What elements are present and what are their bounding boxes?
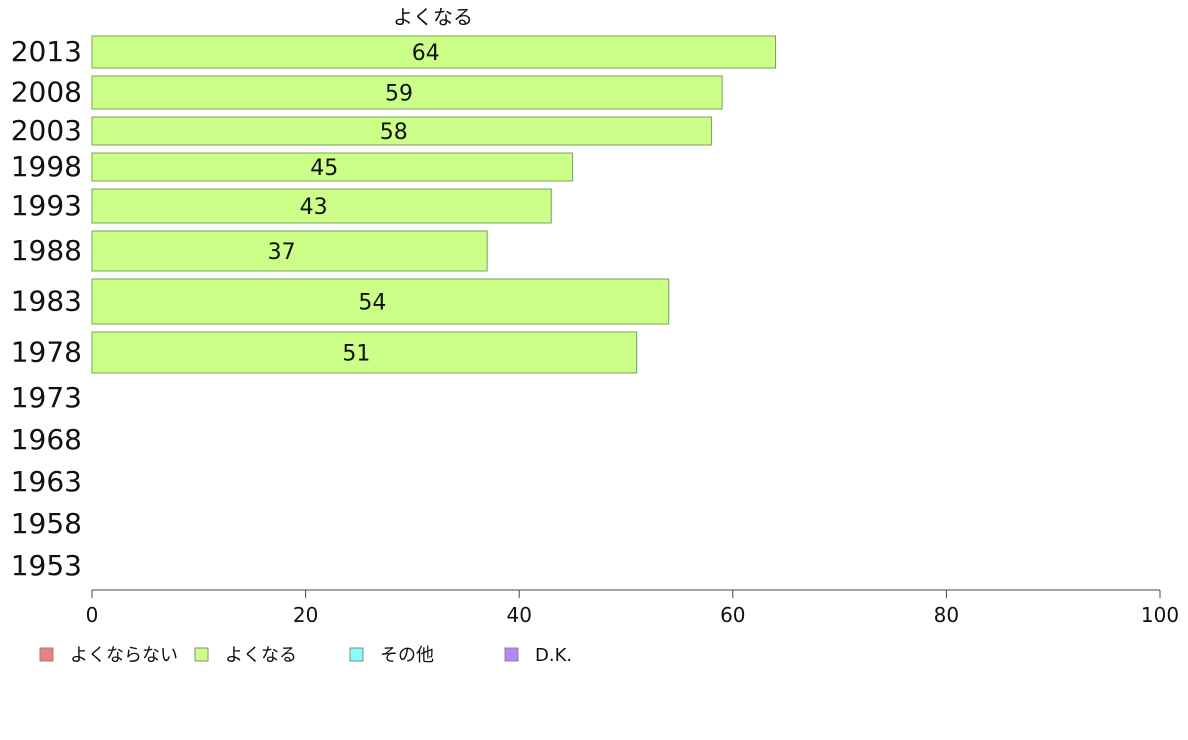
year-label: 1963: [11, 465, 82, 498]
bar: [91, 331, 638, 374]
bar-value-label: 45: [310, 156, 338, 181]
year-label: 2003: [11, 114, 82, 147]
bar-value-label: 37: [268, 240, 296, 265]
bar-value-label: 43: [300, 195, 328, 220]
x-tick-label: 0: [86, 603, 99, 627]
year-label: 1983: [11, 285, 82, 318]
bar-value-label: 64: [412, 41, 440, 66]
year-label: 1993: [11, 189, 82, 222]
legend-label: その他: [380, 645, 434, 666]
bar: [91, 278, 670, 325]
column-header: よくなる: [393, 5, 473, 29]
legend-label: D.K.: [535, 645, 572, 666]
bar: [91, 188, 552, 224]
x-tick-label: 40: [506, 603, 531, 627]
x-tick-label: 60: [720, 603, 745, 627]
bar-value-label: 54: [358, 291, 386, 316]
year-label: 1968: [11, 423, 82, 456]
bar-value-label: 58: [380, 120, 408, 145]
x-tick-label: 80: [934, 603, 959, 627]
legend: よくならない よくなる その他 D.K.: [39, 645, 572, 666]
year-label: 1953: [11, 549, 82, 582]
bar: [91, 75, 723, 110]
year-label: 1973: [11, 381, 82, 414]
year-label: 2013: [11, 35, 82, 68]
bar: [91, 116, 712, 146]
x-axis: 0 20 40 60 80 100: [86, 589, 1179, 627]
bar: [91, 152, 574, 182]
legend-swatch: [504, 647, 519, 662]
year-label: 2008: [11, 76, 82, 109]
legend-label: よくなる: [225, 645, 297, 666]
legend-swatch: [349, 647, 364, 662]
x-tick-label: 100: [1141, 603, 1179, 627]
legend-label: よくならない: [70, 645, 178, 666]
bar: [91, 230, 488, 272]
year-label: 1988: [11, 234, 82, 267]
year-label: 1958: [11, 507, 82, 540]
year-label: 1998: [11, 150, 82, 183]
legend-swatch: [194, 647, 209, 662]
bar-value-label: 51: [342, 342, 370, 367]
year-label: 1978: [11, 336, 82, 369]
x-tick-label: 20: [293, 603, 318, 627]
legend-swatch: [39, 647, 54, 662]
bar-value-label: 59: [385, 82, 413, 107]
bar: [91, 35, 777, 69]
